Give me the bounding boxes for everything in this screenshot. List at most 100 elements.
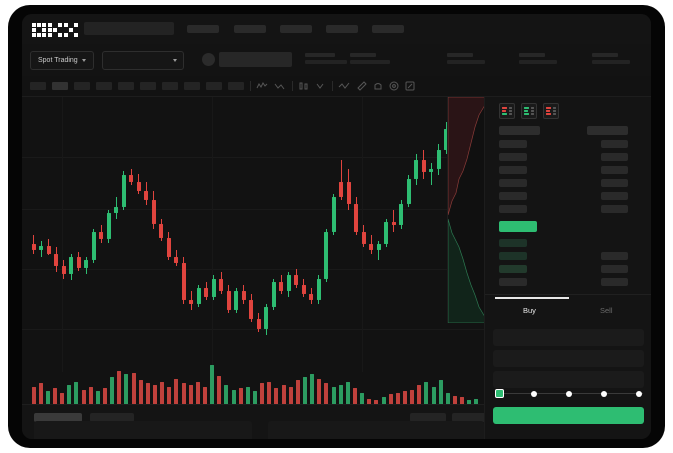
volume-bar [231, 389, 236, 405]
volume-bar [388, 394, 393, 405]
orderbook-ask-row[interactable] [499, 153, 527, 161]
volume-bar [438, 380, 443, 405]
volume-bar [45, 391, 50, 405]
order-form-tabs: Buy Sell [485, 294, 651, 325]
orderbook-mode-bids[interactable] [521, 103, 537, 119]
volume-bar [431, 386, 436, 405]
volume-bar [295, 380, 300, 405]
interval-button-5[interactable] [118, 82, 134, 90]
market-stat-1 [305, 53, 347, 64]
indicators-icon[interactable] [256, 80, 268, 92]
volume-bar [445, 392, 450, 405]
nav-item-4[interactable] [326, 25, 358, 33]
volume-bar [253, 391, 257, 405]
market-stat-4 [519, 53, 557, 64]
amount-slider[interactable] [495, 389, 643, 398]
bottom-action-2[interactable] [452, 413, 486, 422]
trading-mode-selector[interactable]: Spot Trading [30, 51, 94, 70]
ruler-icon[interactable] [356, 80, 368, 92]
fullscreen-icon[interactable] [404, 80, 416, 92]
interval-button-7[interactable] [162, 82, 178, 90]
interval-button-8[interactable] [184, 82, 200, 90]
tab-open-orders[interactable] [34, 413, 82, 422]
orderbook-ask-row[interactable] [499, 166, 527, 174]
volume-bar [474, 398, 479, 405]
volume-bar [224, 385, 229, 405]
okx-logo[interactable] [32, 23, 78, 37]
volume-bar [181, 383, 186, 405]
bottom-action-1[interactable] [410, 413, 446, 422]
chart-panel[interactable] [22, 97, 486, 439]
nav-item-5[interactable] [372, 25, 404, 33]
volume-bar [95, 391, 100, 405]
volume-bar [195, 381, 200, 405]
slider-step-75[interactable] [601, 390, 607, 397]
settings-icon[interactable] [388, 80, 400, 92]
chart-type-icon[interactable] [298, 80, 310, 92]
orderbook-ask-amount [601, 179, 628, 187]
interval-button-9[interactable] [206, 82, 222, 90]
volume-bar [210, 365, 215, 405]
interval-button-3[interactable] [74, 82, 90, 90]
orderbook-mode-both[interactable] [499, 103, 515, 119]
slider-handle[interactable] [495, 389, 504, 398]
tab-sell[interactable]: Sell [600, 306, 613, 315]
volume-bar [245, 386, 250, 405]
orderbook-mode-asks[interactable] [543, 103, 559, 119]
orderbook-ask-row[interactable] [499, 192, 527, 200]
nav-item-2[interactable] [234, 25, 266, 33]
market-subheader: Spot Trading [22, 44, 651, 76]
volume-bar [274, 388, 279, 405]
nav-item-3[interactable] [280, 25, 312, 33]
volume-bar [31, 386, 36, 405]
candlestick-series [30, 102, 480, 352]
amount-field[interactable] [493, 371, 644, 388]
compare-icon[interactable] [274, 80, 286, 92]
tab-buy[interactable]: Buy [523, 306, 536, 315]
trendline-icon[interactable] [338, 80, 350, 92]
orderbook-view-modes [499, 103, 559, 119]
orderbook-ask-row[interactable] [499, 140, 527, 148]
orderbook-ask-amount [601, 140, 628, 148]
positions-panel-placeholder [268, 421, 484, 439]
market-stat-2 [350, 53, 390, 64]
nav-item-1[interactable] [187, 25, 219, 33]
price-field[interactable] [493, 350, 644, 367]
volume-bar [188, 385, 193, 405]
trading-mode-label: Spot Trading [38, 57, 78, 64]
orderbook-col-header-amount [587, 126, 628, 135]
volume-bar [288, 386, 293, 405]
chart-style-icon[interactable] [314, 80, 326, 92]
orderbook-bid-row[interactable] [499, 239, 527, 247]
orderbook-bid-amount [601, 278, 628, 286]
volume-bar [460, 397, 465, 405]
interval-button-1[interactable] [30, 82, 46, 90]
slider-step-100[interactable] [636, 390, 642, 397]
search-input[interactable] [84, 22, 174, 35]
main-area: Buy Sell [22, 97, 651, 439]
interval-button-4[interactable] [96, 82, 112, 90]
slider-step-50[interactable] [566, 390, 572, 397]
orderbook-bid-row[interactable] [499, 278, 527, 286]
orderbook-bid-row[interactable] [499, 265, 527, 273]
tab-order-history[interactable] [90, 413, 134, 422]
orderbook-col-header-price [499, 126, 540, 135]
orderbook-bid-row[interactable] [499, 252, 527, 260]
volume-bar [410, 389, 415, 405]
interval-button-6[interactable] [140, 82, 156, 90]
volume-bar [281, 385, 286, 405]
pair-selector[interactable] [102, 51, 184, 70]
volume-bar [424, 381, 429, 405]
app-screen: Spot Trading [22, 14, 651, 439]
orderbook-bid-amount [601, 265, 628, 273]
interval-button-2[interactable] [52, 82, 68, 90]
orderbook-ask-row[interactable] [499, 179, 527, 187]
slider-step-25[interactable] [531, 390, 537, 397]
interval-button-10[interactable] [228, 82, 244, 90]
orderbook-ask-row[interactable] [499, 205, 527, 213]
chevron-down-icon [173, 59, 177, 62]
order-type-field[interactable] [493, 329, 644, 346]
alert-icon[interactable] [372, 80, 384, 92]
submit-order-button[interactable] [493, 407, 644, 424]
